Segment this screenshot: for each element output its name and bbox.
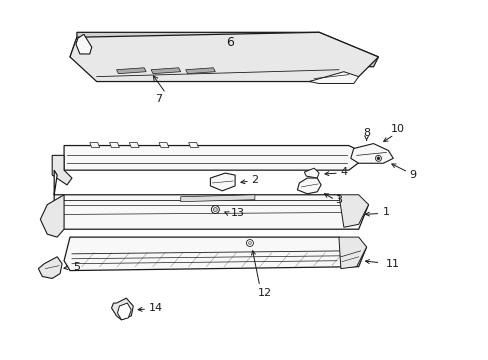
Polygon shape — [64, 145, 368, 170]
Circle shape — [213, 208, 217, 212]
Polygon shape — [52, 156, 72, 185]
Polygon shape — [38, 257, 62, 278]
Polygon shape — [181, 195, 254, 202]
Polygon shape — [159, 143, 168, 148]
Polygon shape — [111, 298, 133, 320]
Polygon shape — [64, 237, 366, 271]
Polygon shape — [54, 170, 368, 229]
Polygon shape — [109, 143, 119, 148]
Polygon shape — [338, 195, 368, 227]
Polygon shape — [188, 143, 198, 148]
Polygon shape — [350, 144, 392, 163]
Text: 3: 3 — [335, 195, 342, 205]
Polygon shape — [117, 303, 131, 320]
Polygon shape — [70, 32, 378, 67]
Text: 1: 1 — [382, 207, 389, 217]
Polygon shape — [185, 68, 215, 74]
Polygon shape — [116, 68, 146, 74]
Polygon shape — [304, 168, 319, 178]
Text: 13: 13 — [231, 208, 244, 219]
Polygon shape — [90, 143, 100, 148]
Polygon shape — [297, 178, 321, 194]
Circle shape — [376, 157, 379, 160]
Circle shape — [211, 206, 219, 213]
Polygon shape — [129, 143, 139, 148]
Text: 7: 7 — [155, 94, 162, 104]
Text: 6: 6 — [226, 36, 234, 49]
Text: 8: 8 — [362, 128, 369, 138]
Text: 10: 10 — [390, 124, 405, 134]
Text: 4: 4 — [340, 167, 346, 177]
Text: 12: 12 — [257, 288, 271, 298]
Text: 9: 9 — [408, 170, 416, 180]
Polygon shape — [308, 72, 358, 84]
Text: 2: 2 — [251, 175, 258, 185]
Polygon shape — [338, 237, 366, 269]
Text: 11: 11 — [386, 259, 400, 269]
Polygon shape — [210, 173, 235, 191]
Circle shape — [246, 239, 253, 247]
Polygon shape — [41, 195, 64, 237]
Circle shape — [375, 156, 381, 161]
Circle shape — [248, 242, 251, 244]
Polygon shape — [70, 32, 378, 82]
Text: 5: 5 — [73, 262, 80, 272]
Polygon shape — [151, 68, 181, 74]
Polygon shape — [76, 34, 92, 54]
Text: 14: 14 — [149, 303, 163, 313]
